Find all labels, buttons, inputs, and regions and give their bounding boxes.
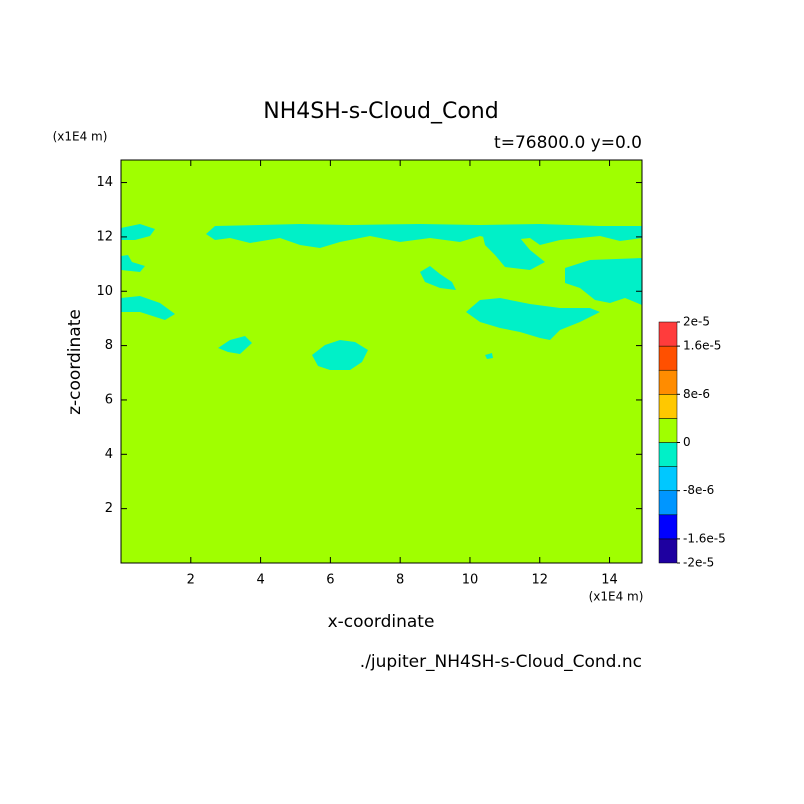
x-tick-label: 8 <box>396 573 404 588</box>
y-tick-label: 14 <box>96 175 113 190</box>
y-tick-label: 4 <box>105 447 113 462</box>
colorbar-label: -8e-6 <box>683 483 714 497</box>
y-tick-label: 10 <box>96 284 113 299</box>
y-tick-label: 8 <box>105 338 113 353</box>
y-axis-label: z-coordinate <box>65 309 85 415</box>
colorbar-label: -2e-5 <box>683 556 714 570</box>
x-tick-label: 6 <box>326 573 334 588</box>
contour-region <box>420 266 456 290</box>
colorbar-label: 2e-5 <box>683 315 710 329</box>
contour-region <box>482 230 545 270</box>
x-tick-label: 10 <box>462 573 479 588</box>
x-tick-label: 2 <box>187 573 195 588</box>
chart-title: NH4SH-s-Cloud_Cond <box>263 99 498 124</box>
contour-region <box>121 255 145 272</box>
contour-region <box>121 224 155 240</box>
contour-region <box>218 336 252 354</box>
colorbar-box <box>658 345 678 371</box>
colorbar-box <box>658 466 678 491</box>
colorbar-box <box>658 369 678 395</box>
contour-region <box>485 353 493 359</box>
colorbar-box <box>658 514 678 540</box>
contour-region <box>565 258 642 305</box>
colorbar-box <box>658 394 678 419</box>
colorbar-label: 0 <box>683 435 691 449</box>
y-tick-label: 6 <box>105 392 113 407</box>
colorbar-label: 1.6e-5 <box>683 339 721 353</box>
y-unit: (x1E4 m) <box>53 130 108 144</box>
x-unit: (x1E4 m) <box>589 590 644 604</box>
y-tick-label: 12 <box>96 229 113 244</box>
colorbar-label: 8e-6 <box>683 387 710 401</box>
x-tick-label: 4 <box>256 573 264 588</box>
contour-background <box>121 160 642 563</box>
plot-frame <box>120 159 643 564</box>
contour-region <box>312 340 368 370</box>
contour-region <box>206 224 642 248</box>
colorbar-box <box>658 538 678 564</box>
chart-subtitle: t=76800.0 y=0.0 <box>494 133 642 153</box>
x-tick-label: 12 <box>531 573 548 588</box>
y-tick-label: 2 <box>105 501 113 516</box>
x-tick-label: 14 <box>601 573 618 588</box>
contour-region <box>466 298 600 340</box>
contour-region <box>121 296 175 320</box>
colorbar-label: -1.6e-5 <box>683 531 726 545</box>
x-axis-label: x-coordinate <box>328 612 435 632</box>
colorbar-box <box>658 490 678 516</box>
footer: ./jupiter_NH4SH-s-Cloud_Cond.nc <box>360 652 642 672</box>
colorbar-box <box>658 321 678 347</box>
colorbar-box <box>658 418 678 443</box>
contour-regions <box>121 224 642 370</box>
colorbar-box <box>658 442 678 467</box>
